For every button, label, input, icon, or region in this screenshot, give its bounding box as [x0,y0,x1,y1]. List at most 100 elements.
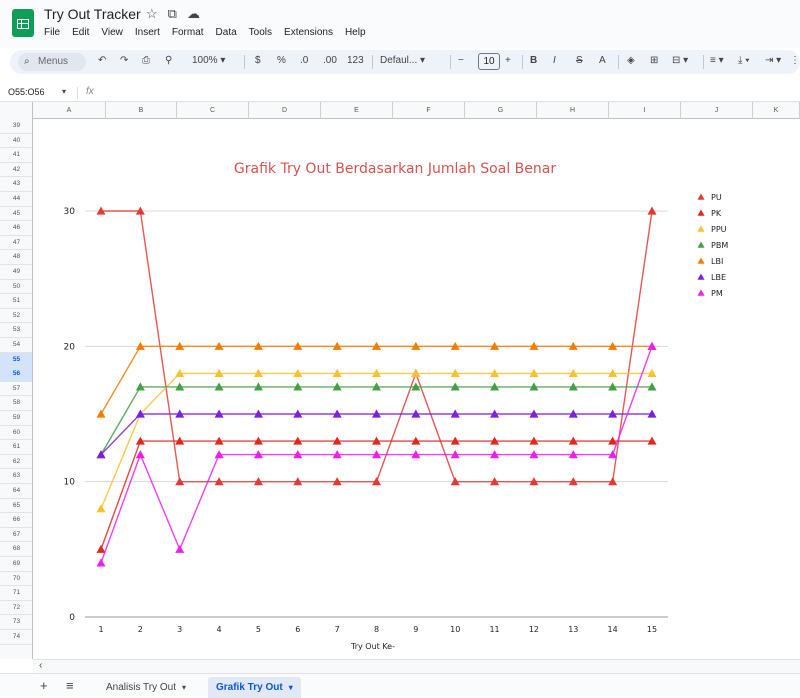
fill-color-icon[interactable]: ◈ [627,55,635,66]
column-header-a[interactable]: A [33,102,106,119]
menu-insert[interactable]: Insert [134,27,160,38]
row-header-73[interactable]: 73 [0,615,32,630]
all-sheets-icon[interactable]: ≡ [66,678,74,693]
row-header-51[interactable]: 51 [0,294,32,309]
horizontal-scrollbar[interactable]: ‹ [33,659,800,673]
row-header-39[interactable]: 39 [0,119,32,134]
column-header-e[interactable]: E [321,102,393,119]
row-header-48[interactable]: 48 [0,250,32,265]
row-header-68[interactable]: 68 [0,542,32,557]
currency-format-button[interactable]: $ [255,55,261,66]
row-header-44[interactable]: 44 [0,192,32,207]
borders-icon[interactable]: ⊞ [650,55,659,66]
menu-extensions[interactable]: Extensions [284,27,333,38]
bold-button[interactable]: B [530,55,538,66]
row-header-41[interactable]: 41 [0,148,32,163]
scroll-left-icon[interactable]: ‹ [39,660,43,671]
print-icon[interactable]: ⎙ [142,55,150,66]
row-header-54[interactable]: 54 [0,338,32,353]
menu-edit[interactable]: Edit [72,27,90,38]
row-header-40[interactable]: 40 [0,134,32,149]
decrease-font-size-button[interactable]: − [458,55,464,66]
row-header-49[interactable]: 49 [0,265,32,280]
row-header-46[interactable]: 46 [0,221,32,236]
decrease-decimal-button[interactable]: .0 [300,55,309,66]
paint-format-icon[interactable]: ⚲ [165,55,173,66]
row-header-64[interactable]: 64 [0,484,32,499]
menu-search-input[interactable]: ⌕ Menus [18,53,86,71]
column-header-k[interactable]: K [753,102,800,119]
column-header-b[interactable]: B [106,102,177,119]
row-header-55[interactable]: 55 [0,352,32,368]
menu-file[interactable]: File [44,27,61,38]
row-header-62[interactable]: 62 [0,455,32,470]
column-header-h[interactable]: H [537,102,609,119]
column-header-g[interactable]: G [465,102,537,119]
add-sheet-icon[interactable]: + [40,678,48,693]
sheet-grid[interactable]: Grafik Try Out Berdasarkan Jumlah Soal B… [33,119,800,659]
row-header-63[interactable]: 63 [0,469,32,484]
select-all-corner[interactable] [0,102,33,119]
text-wrapping-icon[interactable]: ⇥ ▾ [765,55,782,66]
increase-decimal-button[interactable]: .00 [323,55,337,66]
line-chart[interactable]: Grafik Try Out Berdasarkan Jumlah Soal B… [33,119,757,659]
move-folder-icon[interactable]: ⧉ [167,6,177,21]
menu-data[interactable]: Data [215,27,237,38]
row-header-58[interactable]: 58 [0,396,32,411]
row-header-52[interactable]: 52 [0,309,32,324]
star-icon[interactable]: ☆ [146,6,158,21]
text-color-button[interactable]: A [599,55,606,66]
column-header-i[interactable]: I [609,102,681,119]
column-header-c[interactable]: C [177,102,249,119]
horizontal-align-icon[interactable]: ≡ ▾ [710,55,724,66]
row-header-71[interactable]: 71 [0,586,32,601]
document-title[interactable]: Try Out Tracker [44,6,141,22]
row-header-59[interactable]: 59 [0,411,32,426]
sheet-tab-grafik[interactable]: Grafik Try Out ▾ [208,677,301,698]
row-header-70[interactable]: 70 [0,572,32,587]
increase-font-size-button[interactable]: + [505,55,511,66]
row-header-47[interactable]: 47 [0,236,32,251]
row-header-42[interactable]: 42 [0,163,32,178]
chevron-down-icon[interactable]: ▾ [182,683,187,692]
row-header-60[interactable]: 60 [0,426,32,441]
row-header-72[interactable]: 72 [0,601,32,616]
number-format-button[interactable]: 123 [347,55,364,66]
italic-button[interactable]: I [553,55,556,66]
undo-icon[interactable]: ↶ [98,55,107,66]
more-options-icon[interactable]: ⋮ [790,55,800,66]
row-header-66[interactable]: 66 [0,513,32,528]
zoom-select[interactable]: 100% ▾ [192,55,226,66]
column-header-d[interactable]: D [249,102,321,119]
font-select[interactable]: Defaul... ▾ [380,55,426,66]
row-header-57[interactable]: 57 [0,382,32,397]
menu-view[interactable]: View [101,27,123,38]
row-header-61[interactable]: 61 [0,440,32,455]
menu-help[interactable]: Help [344,27,366,38]
font-size-input[interactable]: 10 [478,53,500,70]
row-header-67[interactable]: 67 [0,528,32,543]
row-header-45[interactable]: 45 [0,207,32,222]
menu-tools[interactable]: Tools [248,27,273,38]
chevron-down-icon[interactable]: ▾ [62,87,67,96]
row-header-69[interactable]: 69 [0,557,32,572]
row-header-65[interactable]: 65 [0,499,32,514]
merge-cells-icon[interactable]: ⊟ ▾ [672,55,689,66]
row-header-43[interactable]: 43 [0,177,32,192]
row-header-74[interactable]: 74 [0,630,32,645]
sheets-logo-icon[interactable] [12,9,34,37]
row-header-50[interactable]: 50 [0,280,32,295]
name-box[interactable]: O55:O56 [8,87,45,97]
row-header-53[interactable]: 53 [0,323,32,338]
column-header-f[interactable]: F [393,102,465,119]
row-header-56[interactable]: 56 [0,367,32,382]
menu-format[interactable]: Format [171,27,204,38]
vertical-align-icon[interactable]: ⤓ ▾ [738,55,750,66]
percent-format-button[interactable]: % [277,55,286,66]
sheet-tab-analisis[interactable]: Analisis Try Out ▾ [106,682,187,693]
chevron-down-icon[interactable]: ▾ [288,683,293,692]
cloud-status-icon[interactable]: ☁ [186,6,200,21]
strikethrough-button[interactable]: S [576,55,583,66]
column-header-j[interactable]: J [681,102,753,119]
redo-icon[interactable]: ↷ [120,55,129,66]
